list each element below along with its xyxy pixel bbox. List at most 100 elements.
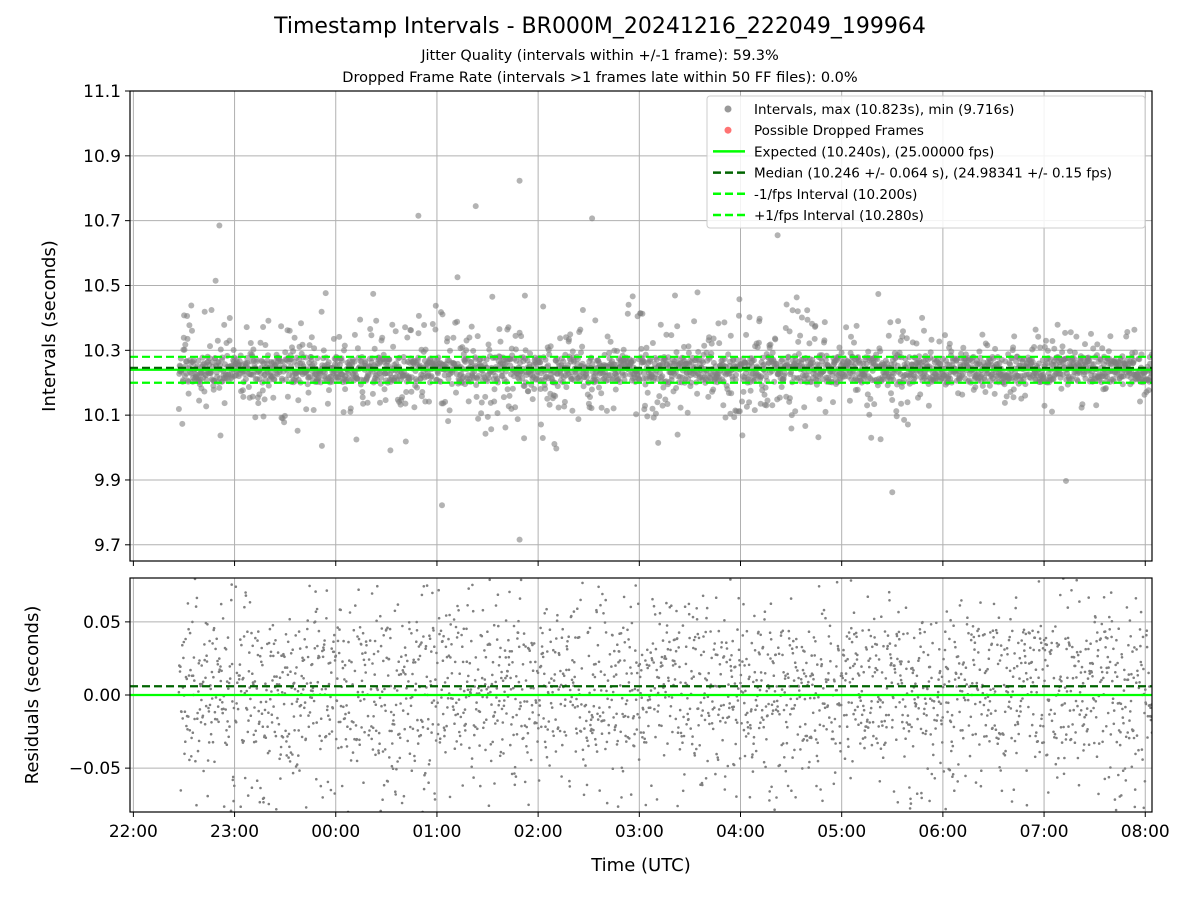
residual-point xyxy=(1036,740,1040,743)
residual-point xyxy=(385,656,389,660)
interval-point xyxy=(816,396,823,403)
residual-point xyxy=(864,646,868,649)
residual-point xyxy=(227,681,231,685)
residual-point xyxy=(501,679,505,682)
residual-point xyxy=(496,719,499,722)
residual-point xyxy=(246,630,249,633)
residual-point xyxy=(425,675,429,679)
residual-point xyxy=(911,666,914,670)
residual-point xyxy=(824,678,828,681)
residual-point xyxy=(622,626,625,630)
residual-point xyxy=(763,672,767,675)
interval-point xyxy=(906,354,913,361)
residual-point xyxy=(183,752,186,756)
residual-point xyxy=(927,680,931,683)
residual-point xyxy=(1013,652,1016,655)
residual-point xyxy=(467,587,471,590)
interval-point xyxy=(691,318,698,325)
residual-point xyxy=(816,741,819,745)
residual-point xyxy=(687,612,691,616)
residual-point xyxy=(643,737,646,741)
residual-point xyxy=(210,670,214,674)
interval-point xyxy=(203,403,210,410)
residual-point xyxy=(206,623,209,626)
residual-point xyxy=(210,697,214,700)
interval-point xyxy=(874,382,881,389)
residual-point xyxy=(552,648,555,652)
residual-point xyxy=(437,723,440,726)
residual-point xyxy=(196,711,199,715)
residual-point xyxy=(259,786,262,790)
residual-point xyxy=(861,629,864,632)
residual-point xyxy=(598,789,601,792)
residual-point xyxy=(414,688,417,692)
residual-point xyxy=(939,719,943,722)
interval-point xyxy=(322,290,329,297)
interval-point xyxy=(485,341,492,348)
residual-point xyxy=(795,637,798,641)
interval-point xyxy=(445,375,452,382)
residual-point xyxy=(710,722,714,725)
residual-point xyxy=(551,690,554,694)
residual-point xyxy=(280,654,283,657)
interval-point xyxy=(367,326,374,332)
residual-point xyxy=(590,713,594,717)
residual-point xyxy=(493,710,497,714)
residual-point xyxy=(269,697,272,701)
residual-point xyxy=(258,720,261,724)
residual-point xyxy=(570,614,573,618)
interval-point xyxy=(795,350,802,357)
residual-point xyxy=(446,706,449,709)
residual-point xyxy=(1051,629,1055,633)
residual-point xyxy=(353,669,357,673)
interval-point xyxy=(875,291,882,297)
residual-point xyxy=(830,721,833,724)
residual-point xyxy=(702,635,705,638)
residual-point xyxy=(369,555,372,558)
residual-point xyxy=(670,604,673,607)
residual-point xyxy=(880,720,883,723)
residual-point xyxy=(1053,736,1056,739)
residual-point xyxy=(515,675,518,678)
residual-point xyxy=(627,638,630,641)
residual-point xyxy=(277,683,281,686)
residual-point xyxy=(328,718,332,721)
interval-point xyxy=(432,302,439,309)
residual-point xyxy=(690,677,694,680)
residual-point xyxy=(431,626,435,630)
residual-point xyxy=(508,590,511,594)
residual-point xyxy=(704,630,707,634)
interval-point xyxy=(475,372,482,379)
residual-point xyxy=(266,751,270,755)
residual-point xyxy=(320,688,324,691)
residual-point xyxy=(868,665,871,669)
residual-point xyxy=(218,698,222,702)
residual-point xyxy=(628,689,632,693)
residual-point xyxy=(963,546,966,549)
residual-point xyxy=(651,597,654,601)
residual-point xyxy=(434,705,438,708)
residual-point xyxy=(372,652,376,656)
residual-point xyxy=(881,756,885,759)
residual-point xyxy=(362,697,366,701)
residual-point xyxy=(892,790,896,793)
interval-point xyxy=(751,407,758,414)
interval-point xyxy=(566,336,572,343)
residual-point xyxy=(421,720,424,723)
residual-point xyxy=(177,690,181,694)
interval-point-notable-0 xyxy=(516,177,523,184)
residual-point xyxy=(261,663,264,667)
interval-point xyxy=(226,337,233,344)
residual-point xyxy=(539,664,543,668)
interval-point xyxy=(1010,344,1017,351)
residual-point xyxy=(953,640,956,644)
residual-point xyxy=(869,634,873,638)
residual-point xyxy=(869,711,872,715)
residual-point xyxy=(444,614,448,617)
residual-point xyxy=(522,736,525,740)
residual-point xyxy=(658,622,661,626)
interval-point xyxy=(298,320,304,327)
interval-point xyxy=(547,343,554,350)
interval-point xyxy=(505,324,512,331)
residual-point xyxy=(913,698,916,701)
